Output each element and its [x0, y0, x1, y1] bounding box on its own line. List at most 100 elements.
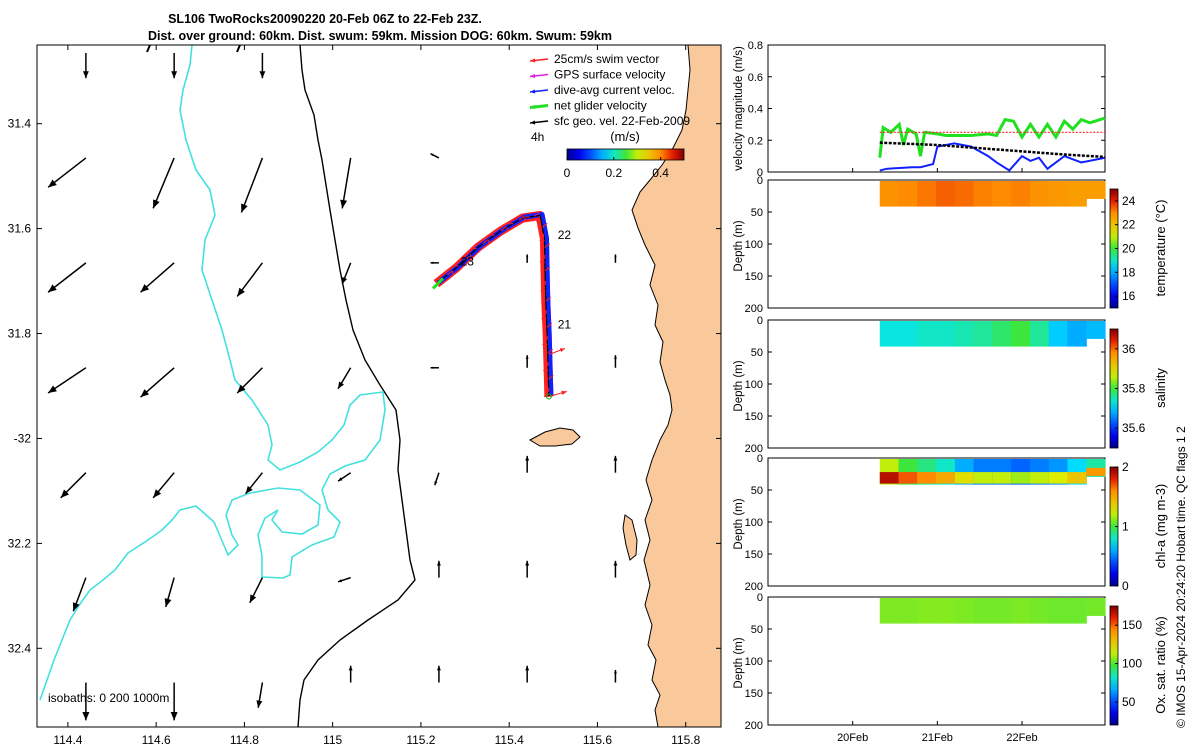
geo-arrow-head: [338, 381, 344, 389]
legend-arrow-head: [530, 120, 536, 125]
oxygen-ytick-label: 150: [745, 688, 763, 700]
geo-arrow: [613, 669, 617, 683]
chl-a-data-cell-deep: [879, 472, 900, 484]
legend-entry: 25cm/s swim vector: [554, 52, 659, 66]
geo-arrow-head: [613, 669, 617, 674]
salinity-ytick-label: 0: [757, 315, 763, 327]
geo-arrow-head: [170, 712, 178, 721]
swim-vector-tick: [544, 266, 551, 272]
map-colorbar-gradient: [566, 148, 685, 161]
swim-vector-tick: [548, 374, 554, 380]
oxygen-data-cell: [1011, 598, 1031, 624]
legend-arrow-head: [530, 104, 536, 110]
geo-arrow-head: [613, 455, 618, 461]
geo-arrow-head: [140, 284, 150, 293]
swim-vector-tick: [546, 322, 553, 328]
map-ytick-label: 31.6: [8, 222, 32, 236]
geo-arrow: [82, 53, 89, 79]
geo-arrow: [341, 262, 352, 285]
geo-arrow: [348, 665, 353, 683]
geo-arrow: [436, 665, 441, 683]
map-ytick-label: 32.2: [8, 536, 32, 550]
oxygen-data-cell: [898, 598, 918, 624]
velocity-series-line: [879, 141, 1106, 159]
swim-vector-tick: [446, 270, 453, 276]
chl-a-data-cell-deep: [936, 472, 956, 484]
track-start-marker: [545, 393, 552, 400]
velocity-ytick-label: 0.8: [748, 40, 763, 52]
geo-arrow: [245, 472, 263, 495]
geo-arrow-head: [48, 385, 57, 393]
geo-velocity-arrows: [47, 53, 618, 721]
swim-vector-tip: [548, 348, 566, 355]
rottnest-island: [528, 427, 581, 447]
swim-vector-tick: [534, 211, 540, 217]
map-ytick-label: -32: [14, 431, 32, 445]
oxygen-colorbar-tick-label: 50: [1122, 695, 1136, 709]
geo-arrow-head: [430, 153, 434, 157]
chl-a-ytick-label: 200: [745, 581, 763, 593]
temperature-data-cell: [898, 181, 918, 207]
geo-arrow-head: [436, 665, 441, 671]
geo-arrow: [525, 455, 530, 473]
temperature-ylabel: Depth (m): [733, 220, 745, 271]
geo-arrow-head: [526, 254, 529, 258]
map-xtick-label: 115: [323, 733, 342, 747]
geo-arrow-head: [249, 594, 257, 603]
oxygen-data-cell: [1067, 598, 1087, 624]
net-velocity-tip: [431, 277, 445, 290]
map-background: [37, 45, 721, 727]
chl-a-data-cell-deep: [973, 472, 993, 484]
legend-entry: sfc geo. vel. 22-Feb-2009: [554, 114, 690, 128]
geo-arrow: [82, 682, 90, 721]
oxygen-data-cell: [1029, 598, 1050, 624]
temperature-data-cell: [936, 181, 956, 207]
geo-arrow-shaft: [341, 157, 352, 209]
chl-a-data-cell-deep: [1067, 472, 1087, 484]
geo-arrow-head: [614, 254, 617, 258]
geo-arrow-head: [525, 455, 530, 461]
salinity-data-cell: [954, 321, 975, 347]
map-legend: 25cm/s swim vector GPS surface velocitydi…: [529, 52, 690, 180]
oxygen-ylabel: Depth (m): [733, 637, 745, 688]
garden-island: [622, 514, 638, 561]
geo-arrow-head: [340, 199, 348, 209]
chl-a-data-cell-deep: [992, 472, 1012, 484]
geo-arrow: [170, 682, 178, 721]
oxygen-data-cell: [954, 598, 975, 624]
track-time-label: 21: [558, 317, 572, 331]
geo-arrow-head: [256, 700, 263, 708]
swim-vector-tick: [482, 239, 489, 245]
salinity-data-cell: [1011, 321, 1031, 347]
geo-arrow-head: [237, 384, 246, 393]
geo-arrow: [240, 157, 264, 213]
legend-arrow-head: [530, 89, 536, 94]
glider-track: [431, 211, 568, 400]
title-line-2: Dist. over ground: 60km. Dist. swum: 59k…: [148, 29, 612, 43]
chl-a-data-cell-deep: [917, 472, 937, 484]
time-tick-label: 20Feb: [837, 732, 868, 744]
swim-vector-tick: [541, 222, 548, 228]
salinity-data-cell: [879, 321, 900, 347]
temperature-data-cell: [1048, 181, 1069, 207]
geo-arrow: [430, 366, 439, 369]
geo-arrow-top-a: [146, 45, 151, 53]
geo-arrow: [47, 367, 87, 394]
map-ytick-label: 31.4: [8, 117, 32, 131]
map-ytick-label: 32.4: [8, 641, 32, 655]
credit-line: © IMOS 15-Apr-2024 20:24:20 Hobart time.…: [1174, 426, 1188, 728]
geo-arrow-head: [348, 665, 353, 671]
temperature-colorbar-tick-label: 16: [1122, 289, 1136, 303]
geo-arrow: [47, 262, 87, 293]
oxygen-data-cell: [992, 598, 1012, 624]
temperature-data-cell: [879, 181, 900, 207]
geo-arrow-head: [82, 712, 90, 721]
chl-a-panel: 0 50 100 150 200 Depth (m) 0 1 2 chl-a (mg m-3): [733, 453, 1168, 593]
legend-arrow-head: [530, 58, 536, 63]
geo-arrow-top-b: [236, 45, 241, 53]
salinity-data-cell: [1067, 321, 1087, 347]
geo-arrow-head: [72, 602, 80, 612]
geo-arrow-head: [60, 489, 70, 498]
chl-a-ylabel: Depth (m): [733, 498, 745, 549]
swim-vector-tick: [547, 348, 553, 354]
